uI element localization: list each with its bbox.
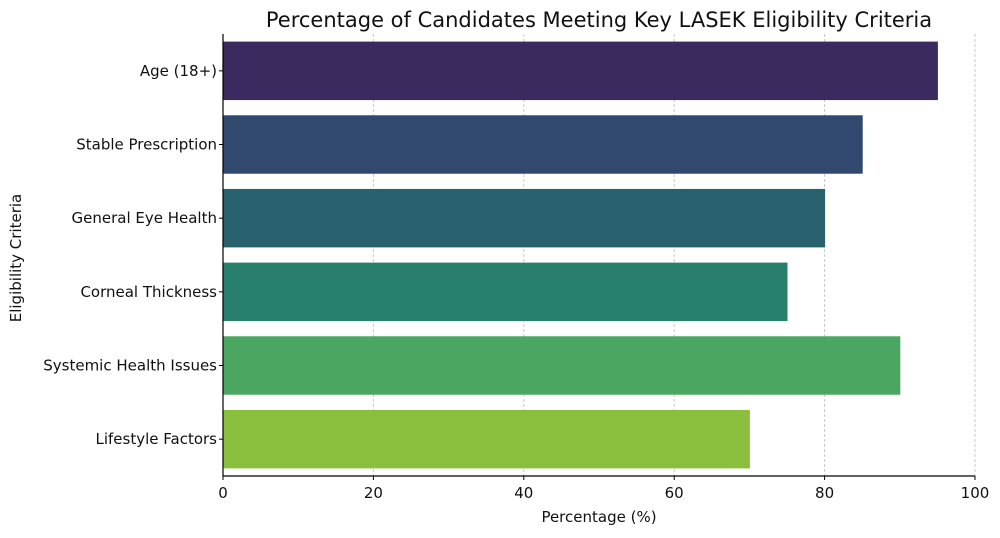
y-tick-label: Age (18+) <box>140 62 217 80</box>
bar <box>222 188 826 248</box>
bar <box>222 115 863 174</box>
y-tick-label: Stable Prescription <box>76 136 217 154</box>
chart-title: Percentage of Candidates Meeting Key LAS… <box>266 8 932 32</box>
y-axis-labels: Age (18+) Stable Prescription General Eye … <box>43 62 223 448</box>
x-tick-label: 100 <box>961 484 990 502</box>
x-tick-label: 60 <box>665 484 684 502</box>
bar <box>222 41 938 101</box>
y-tick-label: Systemic Health Issues <box>43 357 217 375</box>
bars <box>222 41 938 469</box>
x-tick-label: 40 <box>514 484 533 502</box>
y-tick-label: Lifestyle Factors <box>95 430 217 448</box>
x-axis-label: Percentage (%) <box>541 508 656 526</box>
x-axis-ticks: 0 20 40 60 80 100 <box>218 476 989 502</box>
y-axis-label: Eligibility Criteria <box>7 194 25 323</box>
x-tick-label: 20 <box>364 484 383 502</box>
bar <box>222 336 901 395</box>
x-tick-label: 80 <box>815 484 834 502</box>
y-tick-label: General Eye Health <box>72 209 218 227</box>
x-tick-label: 0 <box>218 484 228 502</box>
bar <box>222 262 788 322</box>
bar <box>222 409 750 469</box>
y-tick-label: Corneal Thickness <box>80 283 217 301</box>
grid-lines <box>222 34 976 476</box>
